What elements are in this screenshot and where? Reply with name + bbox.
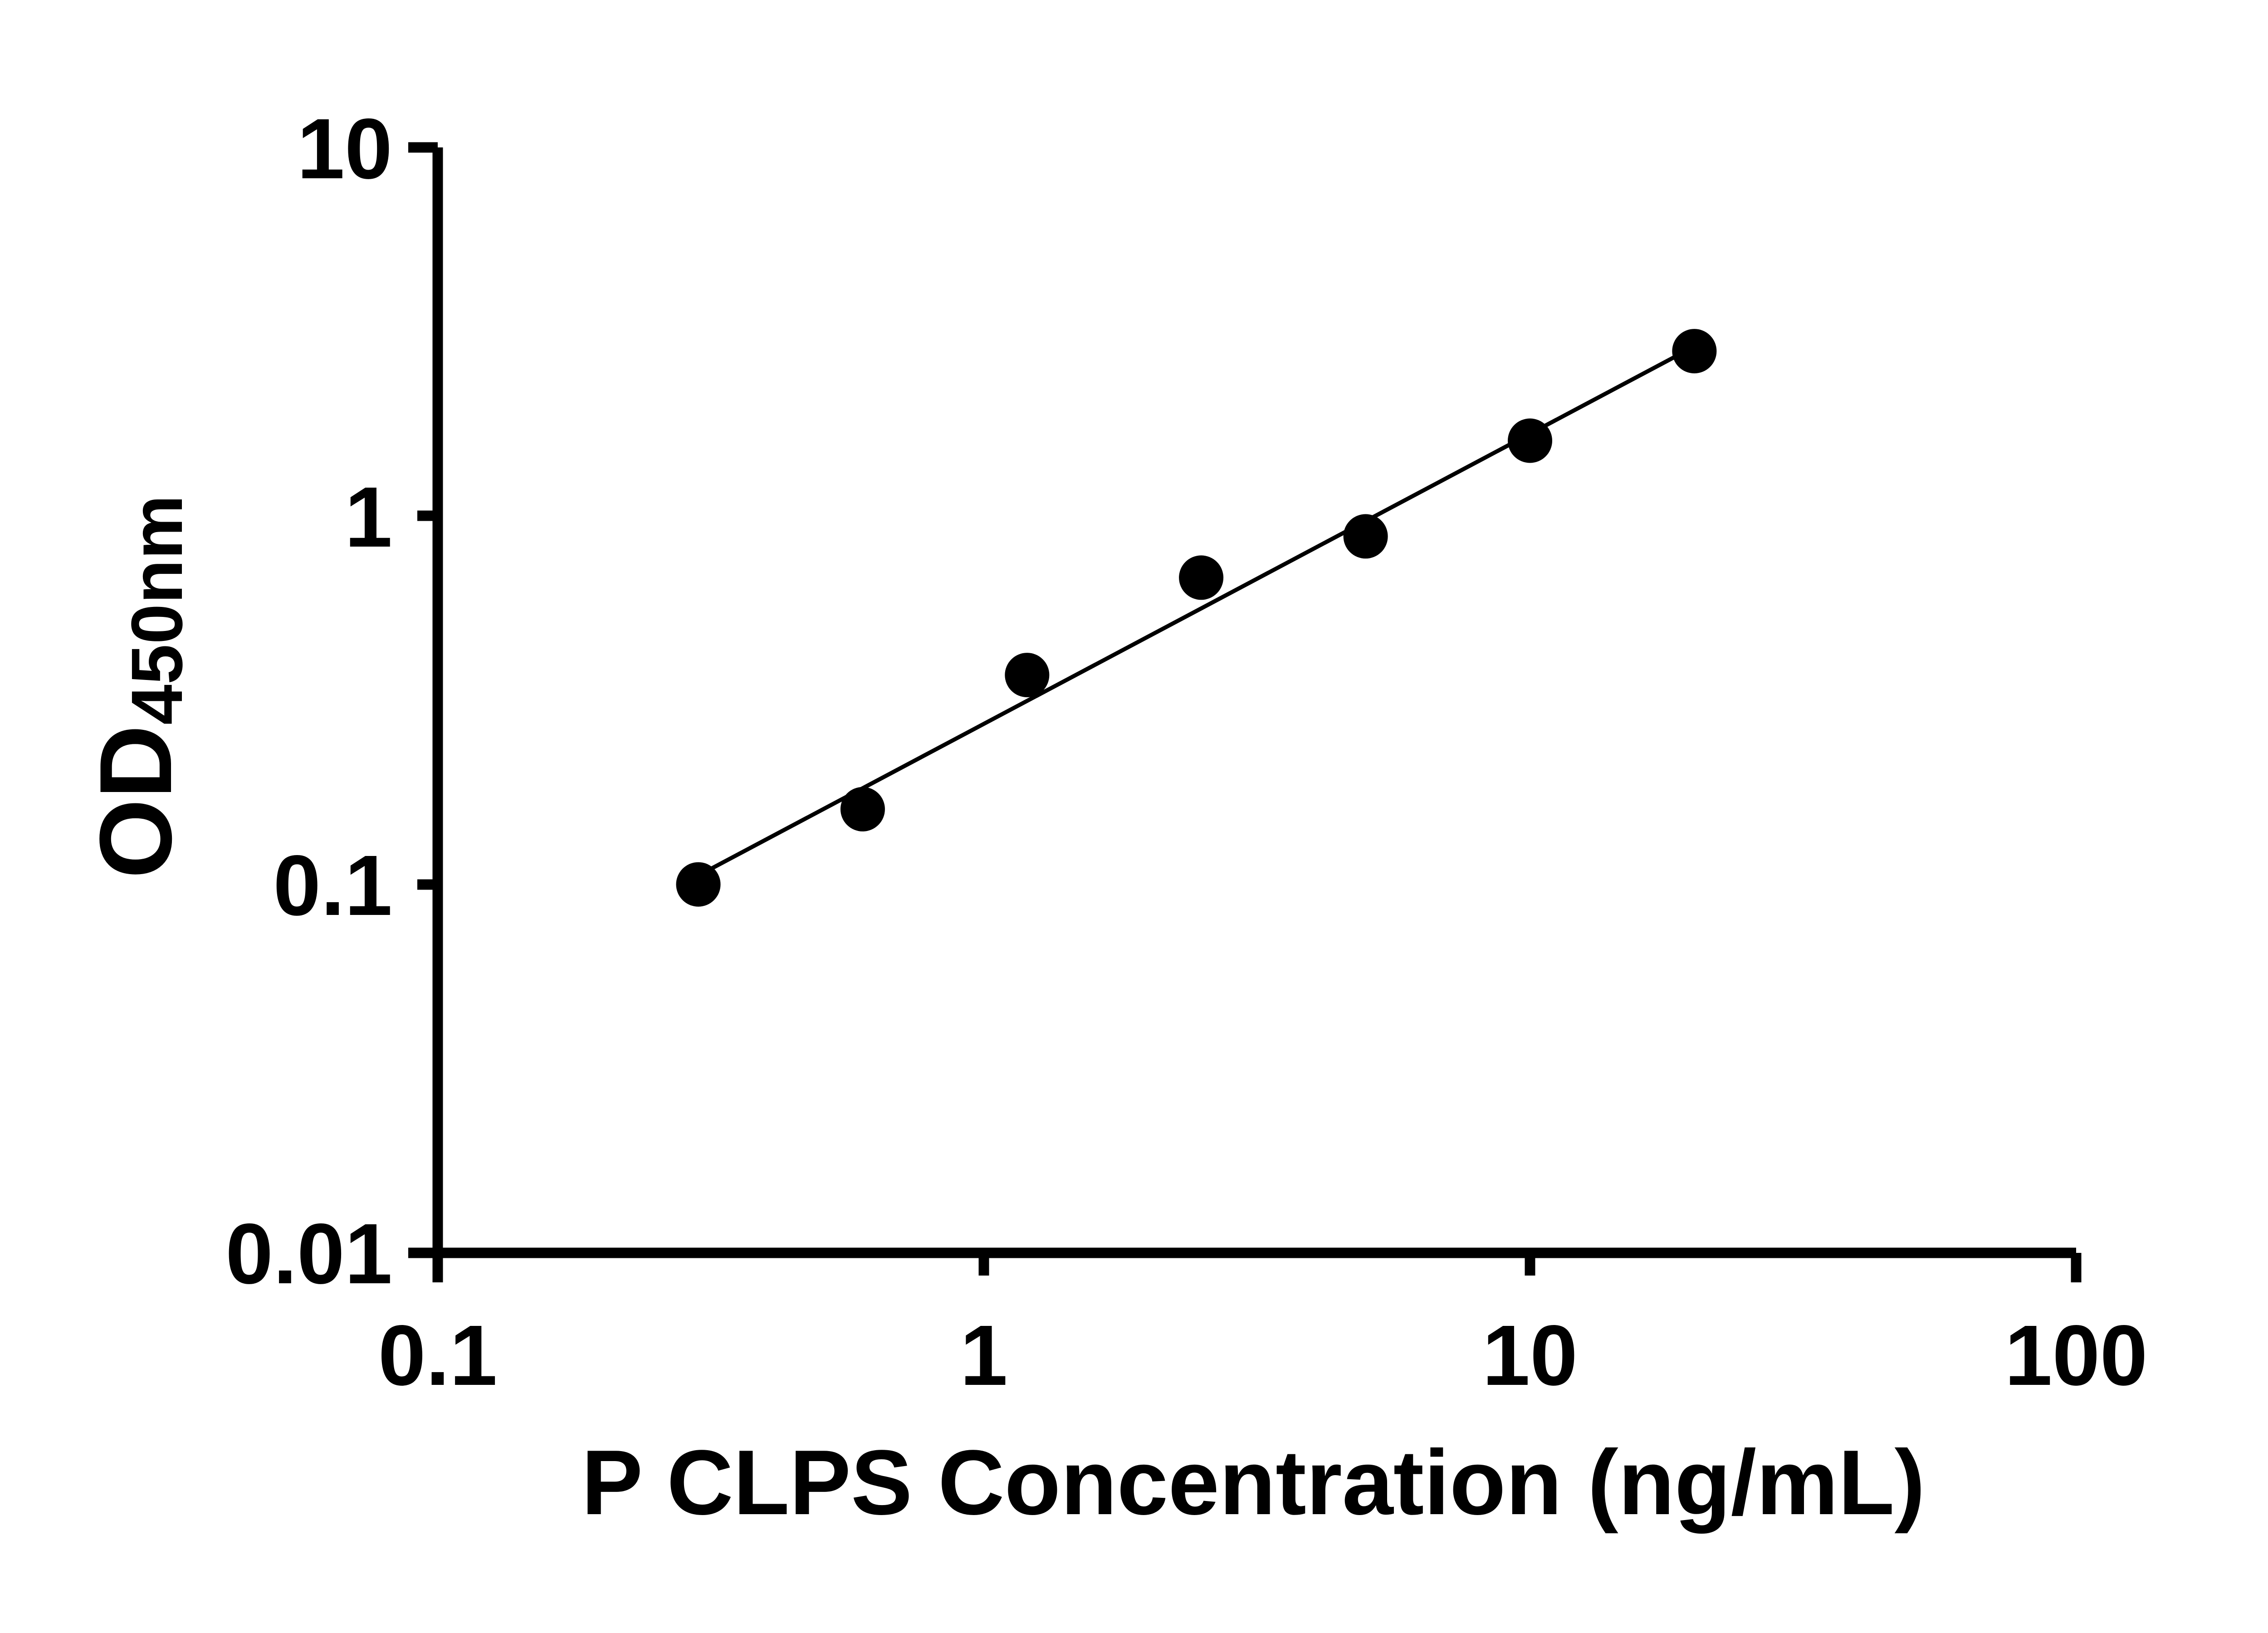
svg-text:OD450nm: OD450nm (78, 495, 197, 879)
svg-text:0.01: 0.01 (225, 1206, 392, 1302)
svg-text:0.1: 0.1 (378, 1308, 498, 1403)
svg-text:1: 1 (960, 1308, 1007, 1403)
svg-text:10: 10 (297, 101, 392, 197)
svg-text:10: 10 (1482, 1308, 1578, 1403)
svg-text:100: 100 (2004, 1308, 2147, 1403)
svg-text:P CLPS Concentration (ng/mL): P CLPS Concentration (ng/mL) (582, 1431, 1925, 1534)
svg-text:0.1: 0.1 (273, 838, 392, 934)
svg-text:1: 1 (345, 469, 392, 565)
